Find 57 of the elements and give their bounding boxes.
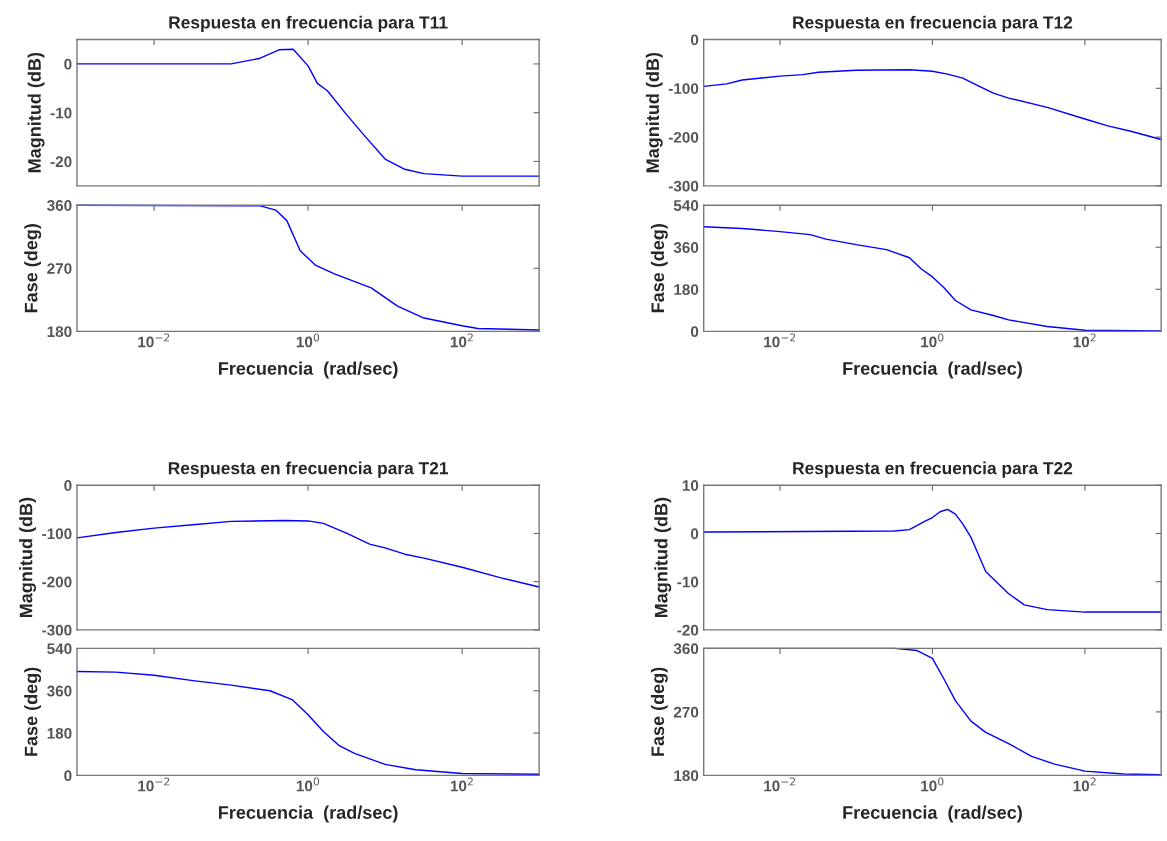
chart-title: Respuesta en frecuencia para T11: [169, 15, 448, 33]
y-tick-label: -300: [668, 180, 699, 192]
x-tick-label: 10$^{2}$: [1073, 777, 1096, 792]
y-tick-label: 180: [674, 770, 699, 782]
x-tick-label: 10$^{2}$: [450, 777, 473, 792]
chart-title: Respuesta en frecuencia para T12: [793, 15, 1073, 33]
y-axis-title: Magnitud (dB): [645, 52, 663, 173]
x-tick-label: 10$^{0}$: [296, 333, 320, 348]
y-axis-title: Fase (deg): [24, 667, 42, 756]
y-tick-label: 0: [690, 34, 699, 46]
y-tick-label: 10: [682, 480, 699, 491]
y-axis-title: Fase (deg): [24, 224, 42, 313]
y-tick-label: -200: [668, 131, 699, 143]
y-tick-label: 360: [47, 685, 72, 697]
x-tick-label: 10$^{0}$: [921, 777, 944, 792]
y-tick-label: 270: [47, 263, 72, 274]
y-tick-label: 0: [690, 528, 699, 540]
y-tick-label: 180: [674, 284, 699, 295]
y-tick-label: 360: [673, 643, 699, 655]
x-tick-label: 10$^{−2}$: [138, 777, 170, 792]
y-tick-label: -10: [677, 576, 699, 588]
y-axis-title: Fase (deg): [650, 224, 668, 313]
y-tick-label: -100: [668, 83, 699, 94]
x-tick-label: 10$^{−2}$: [138, 333, 170, 348]
y-tick-label: 0: [64, 58, 72, 70]
x-tick-label: 10$^{2}$: [1073, 333, 1096, 348]
x-tick-label: 10$^{0}$: [921, 333, 944, 348]
y-tick-label: -200: [42, 576, 72, 588]
x-axis-title: Frecuencia (rad/sec): [843, 805, 1022, 823]
x-axis-title: Frecuencia (rad/sec): [218, 805, 398, 823]
y-tick-label: -100: [42, 528, 72, 540]
y-axis-title: Magnitud (dB): [27, 52, 45, 173]
x-tick-label: 10$^{0}$: [296, 777, 320, 792]
chart-title: Respuesta en frecuencia para T22: [793, 461, 1073, 478]
x-tick-label: 10$^{−2}$: [764, 777, 796, 792]
x-axis-title: Frecuencia (rad/sec): [843, 361, 1022, 379]
y-tick-label: 540: [673, 200, 699, 211]
y-axis-title: Magnitud (dB): [19, 497, 37, 618]
y-tick-label: -300: [42, 624, 72, 636]
y-axis-title: Fase (deg): [650, 667, 668, 756]
chart-title: Respuesta en frecuencia para T21: [168, 461, 449, 478]
y-tick-label: -20: [677, 624, 699, 636]
y-axis-title: Magnitud (dB): [654, 497, 672, 618]
y-tick-label: 180: [47, 727, 72, 739]
y-tick-label: 540: [47, 643, 72, 655]
y-tick-label: 180: [47, 326, 72, 338]
x-axis-title: Frecuencia (rad/sec): [218, 361, 398, 379]
x-tick-label: 10$^{2}$: [450, 333, 473, 348]
y-tick-label: -20: [50, 156, 72, 168]
y-tick-label: 360: [673, 242, 699, 253]
y-tick-label: 270: [673, 706, 699, 718]
y-tick-label: 360: [47, 200, 72, 211]
x-tick-label: 10$^{−2}$: [764, 333, 796, 348]
y-tick-label: -10: [50, 107, 72, 119]
y-tick-label: 0: [64, 480, 72, 491]
y-tick-label: 0: [690, 326, 699, 338]
y-tick-label: 0: [64, 770, 72, 782]
